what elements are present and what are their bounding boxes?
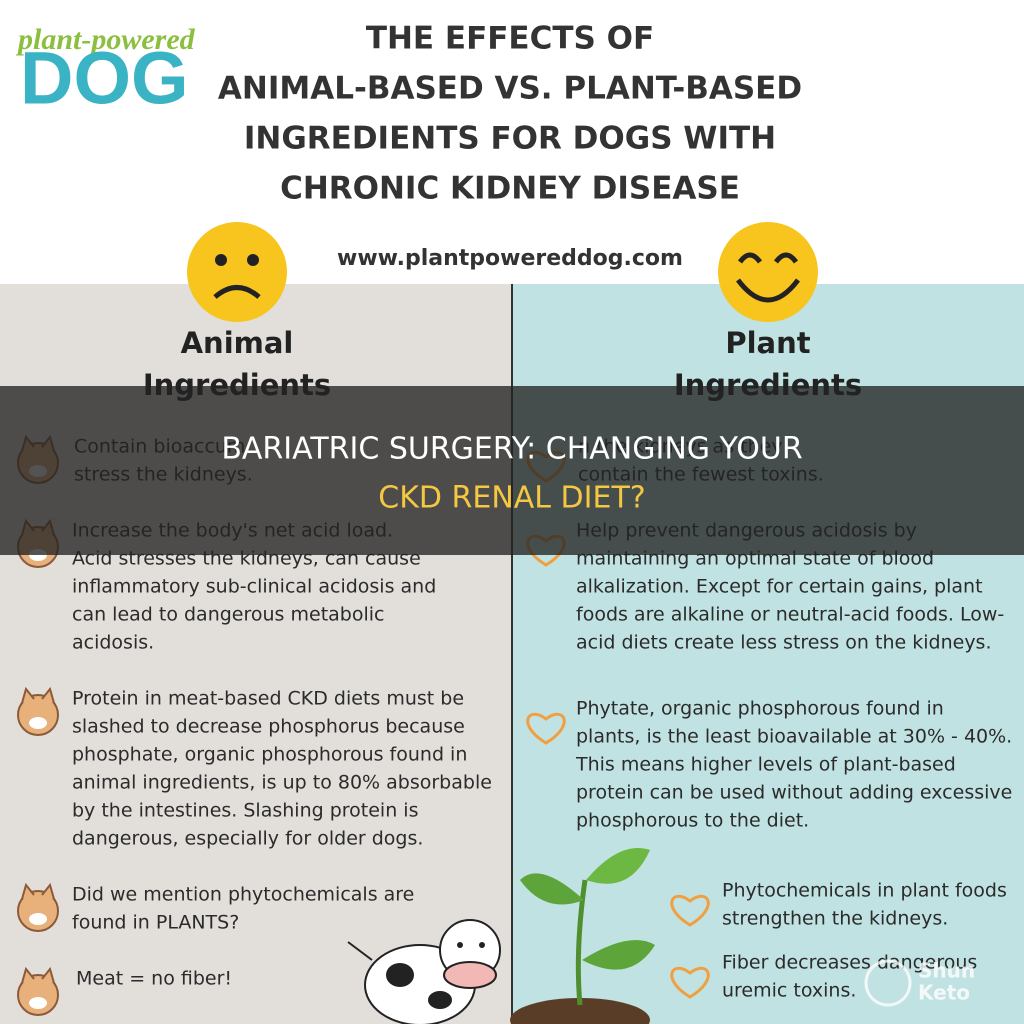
item-line: animal ingredients, is up to 80% absorba… bbox=[72, 772, 492, 794]
dog-icon bbox=[29, 997, 47, 1009]
item-line: Protein in meat-based CKD diets must be bbox=[72, 688, 464, 710]
title-line: ANIMAL-BASED VS. PLANT-BASED bbox=[218, 71, 802, 107]
item-line: phosphorous to the diet. bbox=[576, 810, 809, 832]
dog-icon bbox=[21, 966, 55, 984]
item-line: foods are alkaline or neutral-acid foods… bbox=[576, 604, 1004, 626]
item-line: Did we mention phytochemicals are bbox=[72, 884, 414, 906]
banner-line: BARIATRIC SURGERY: CHANGING YOUR bbox=[221, 432, 802, 467]
title-line: CHRONIC KIDNEY DISEASE bbox=[280, 171, 740, 207]
dog-icon bbox=[17, 890, 59, 932]
item-line: Meat = no fiber! bbox=[76, 968, 232, 990]
heart-icon bbox=[670, 966, 710, 999]
item-line: Phytochemicals in plant foods bbox=[722, 880, 1007, 902]
dog-icon bbox=[21, 882, 55, 900]
item-line: phosphate, organic phosphorous found in bbox=[72, 744, 467, 766]
heart-icon bbox=[526, 712, 566, 745]
logo-top: plant-powered bbox=[15, 23, 196, 56]
dog-icon bbox=[17, 694, 59, 736]
dog-icon bbox=[29, 913, 47, 925]
cow-illustration bbox=[347, 919, 501, 1024]
watermark: Shun bbox=[918, 959, 975, 983]
item-line: protein can be used without adding exces… bbox=[576, 782, 1012, 804]
header-bg bbox=[0, 0, 1024, 284]
item-line: by the intestines. Slashing protein is bbox=[72, 800, 418, 822]
watermark: Keto bbox=[918, 981, 970, 1005]
item-line: acid diets create less stress on the kid… bbox=[576, 632, 992, 654]
item-line: inflammatory sub-clinical acidosis and bbox=[72, 576, 436, 598]
column-heading: Plant bbox=[725, 326, 810, 360]
sad-face bbox=[187, 222, 287, 322]
heart-icon bbox=[670, 894, 710, 927]
item-line: plants, is the least bioavailable at 30%… bbox=[576, 726, 1012, 748]
column-heading: Animal bbox=[181, 326, 294, 360]
happy-face bbox=[718, 222, 818, 322]
title-line: INGREDIENTS FOR DOGS WITH bbox=[244, 121, 776, 157]
item-line: slashed to decrease phosphorus because bbox=[72, 716, 465, 738]
item-line: can lead to dangerous metabolic bbox=[72, 604, 384, 626]
item-line: Fiber decreases dangerous bbox=[722, 952, 977, 974]
item-line: Phytate, organic phosphorous found in bbox=[576, 698, 944, 720]
item-line: This means higher levels of plant-based bbox=[575, 754, 956, 776]
banner-bg bbox=[0, 386, 1024, 555]
item-line: dangerous, especially for older dogs. bbox=[72, 828, 423, 850]
item-line: uremic toxins. bbox=[722, 980, 856, 1002]
dog-icon bbox=[29, 717, 47, 729]
logo-bottom: DOG bbox=[20, 37, 189, 120]
item-line: acidosis. bbox=[72, 632, 154, 654]
item-line: strengthen the kidneys. bbox=[722, 908, 948, 930]
title-line: THE EFFECTS OF bbox=[366, 21, 654, 57]
url: www.plantpowereddog.com bbox=[337, 246, 683, 271]
item-line: found in PLANTS? bbox=[72, 912, 239, 934]
item-line: alkalization. Except for certain gains, … bbox=[576, 576, 983, 598]
dog-icon bbox=[21, 686, 55, 704]
banner-line: CKD RENAL DIET? bbox=[378, 481, 645, 516]
dog-icon bbox=[17, 974, 59, 1016]
watermark-icon bbox=[864, 959, 912, 1007]
plant-illustration bbox=[510, 848, 655, 1024]
